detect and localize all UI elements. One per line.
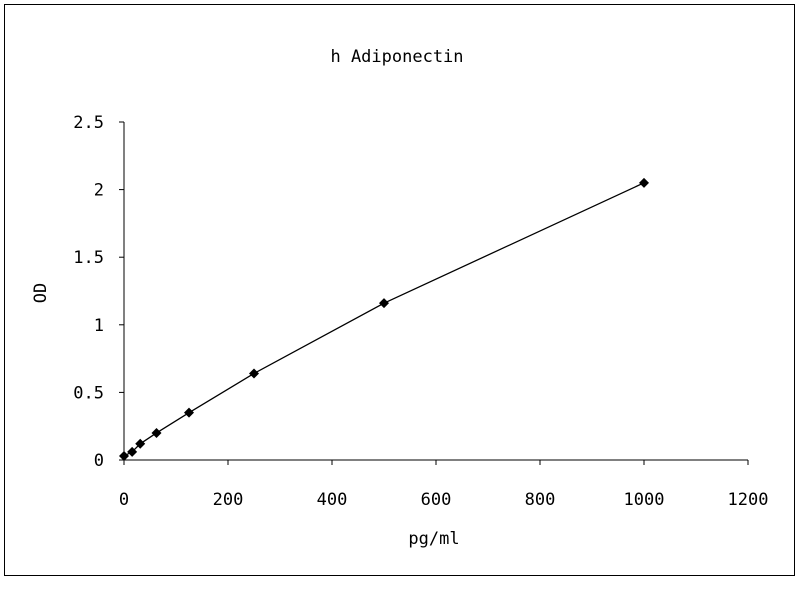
series-group xyxy=(119,177,649,461)
x-tick-label: 800 xyxy=(525,490,556,510)
y-ticks: 0 0.5 1 1.5 2 2.5 xyxy=(73,113,124,471)
x-tick-label: 0 xyxy=(119,490,129,510)
data-point xyxy=(249,368,259,379)
data-point xyxy=(184,407,194,418)
x-tick-label: 400 xyxy=(317,490,348,510)
series-line xyxy=(123,182,645,457)
x-tick-label: 600 xyxy=(421,490,452,510)
data-point xyxy=(135,438,146,449)
y-tick-label: 0 xyxy=(94,451,104,471)
data-point xyxy=(127,446,138,457)
x-tick-label: 1000 xyxy=(624,490,665,510)
data-point xyxy=(379,298,389,309)
x-tick-label: 200 xyxy=(213,490,244,510)
y-tick-label: 2.5 xyxy=(73,113,104,133)
y-axis-title: OD xyxy=(31,283,51,303)
y-tick-label: 2 xyxy=(94,181,104,201)
axes xyxy=(123,122,748,461)
chart-frame xyxy=(4,4,795,576)
chart-title: h Adiponectin xyxy=(330,47,463,67)
x-ticks: 0 200 400 600 800 1000 1200 xyxy=(119,460,769,510)
data-point xyxy=(639,177,649,188)
x-axis-title: pg/ml xyxy=(408,529,459,549)
data-point xyxy=(119,450,129,461)
y-tick-label: 1 xyxy=(94,316,104,336)
x-tick-label: 1200 xyxy=(728,490,769,510)
data-point xyxy=(151,427,162,438)
y-tick-label: 0.5 xyxy=(73,383,104,403)
y-tick-label: 1.5 xyxy=(73,248,104,268)
